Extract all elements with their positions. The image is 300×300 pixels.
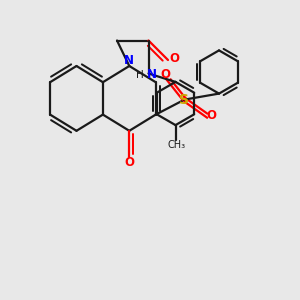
Text: N: N — [146, 68, 157, 82]
Text: O: O — [169, 52, 179, 65]
Text: O: O — [160, 68, 171, 82]
Text: H: H — [136, 70, 144, 80]
Text: N: N — [124, 54, 134, 67]
Text: O: O — [124, 156, 134, 169]
Text: O: O — [206, 109, 217, 122]
Text: CH₃: CH₃ — [168, 140, 186, 151]
Text: S: S — [179, 93, 190, 106]
